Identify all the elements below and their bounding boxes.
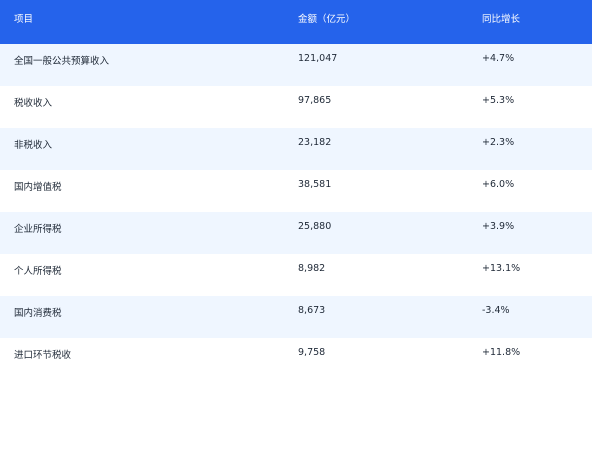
table-cell: 8,982 [284,254,468,296]
table-row: 进口环节税收 9,758 +11.8% [0,338,592,380]
table-row: 企业所得税 25,880 +3.9% [0,212,592,254]
table-cell: 121,047 [284,44,468,86]
header-cell: 同比增长 [468,0,592,44]
header-cell: 金额（亿元） [284,0,468,44]
table-row: 国内增值税 38,581 +6.0% [0,170,592,212]
table-row: 国内消费税 8,673 -3.4% [0,296,592,338]
table-cell: +6.0% [468,170,592,212]
table-cell: 25,880 [284,212,468,254]
table-cell: 38,581 [284,170,468,212]
table-cell: +11.8% [468,338,592,380]
table-cell: +5.3% [468,86,592,128]
table-cell: 国内增值税 [0,170,284,212]
table-cell: 非税收入 [0,128,284,170]
table-row: 税收收入 97,865 +5.3% [0,86,592,128]
table-cell: 9,758 [284,338,468,380]
table-cell: 税收收入 [0,86,284,128]
table-cell: 全国一般公共预算收入 [0,44,284,86]
table-cell: 97,865 [284,86,468,128]
table-cell: -3.4% [468,296,592,338]
header-row: 项目 金额（亿元） 同比增长 [0,0,592,44]
table-cell: 企业所得税 [0,212,284,254]
table-cell: 个人所得税 [0,254,284,296]
table-cell: +13.1% [468,254,592,296]
data-table: 项目 金额（亿元） 同比增长 全国一般公共预算收入 121,047 +4.7% 税收收入 9… [0,0,592,380]
table-cell: 国内消费税 [0,296,284,338]
table-cell: 进口环节税收 [0,338,284,380]
table-body: 全国一般公共预算收入 121,047 +4.7% 税收收入 97,865 +5.3% 非税收… [0,44,592,380]
table-row: 非税收入 23,182 +2.3% [0,128,592,170]
table-cell: 23,182 [284,128,468,170]
table-cell: +3.9% [468,212,592,254]
table-cell: 8,673 [284,296,468,338]
table-row: 全国一般公共预算收入 121,047 +4.7% [0,44,592,86]
table-cell: +2.3% [468,128,592,170]
header-cell: 项目 [0,0,284,44]
table-cell: +4.7% [468,44,592,86]
table-row: 个人所得税 8,982 +13.1% [0,254,592,296]
